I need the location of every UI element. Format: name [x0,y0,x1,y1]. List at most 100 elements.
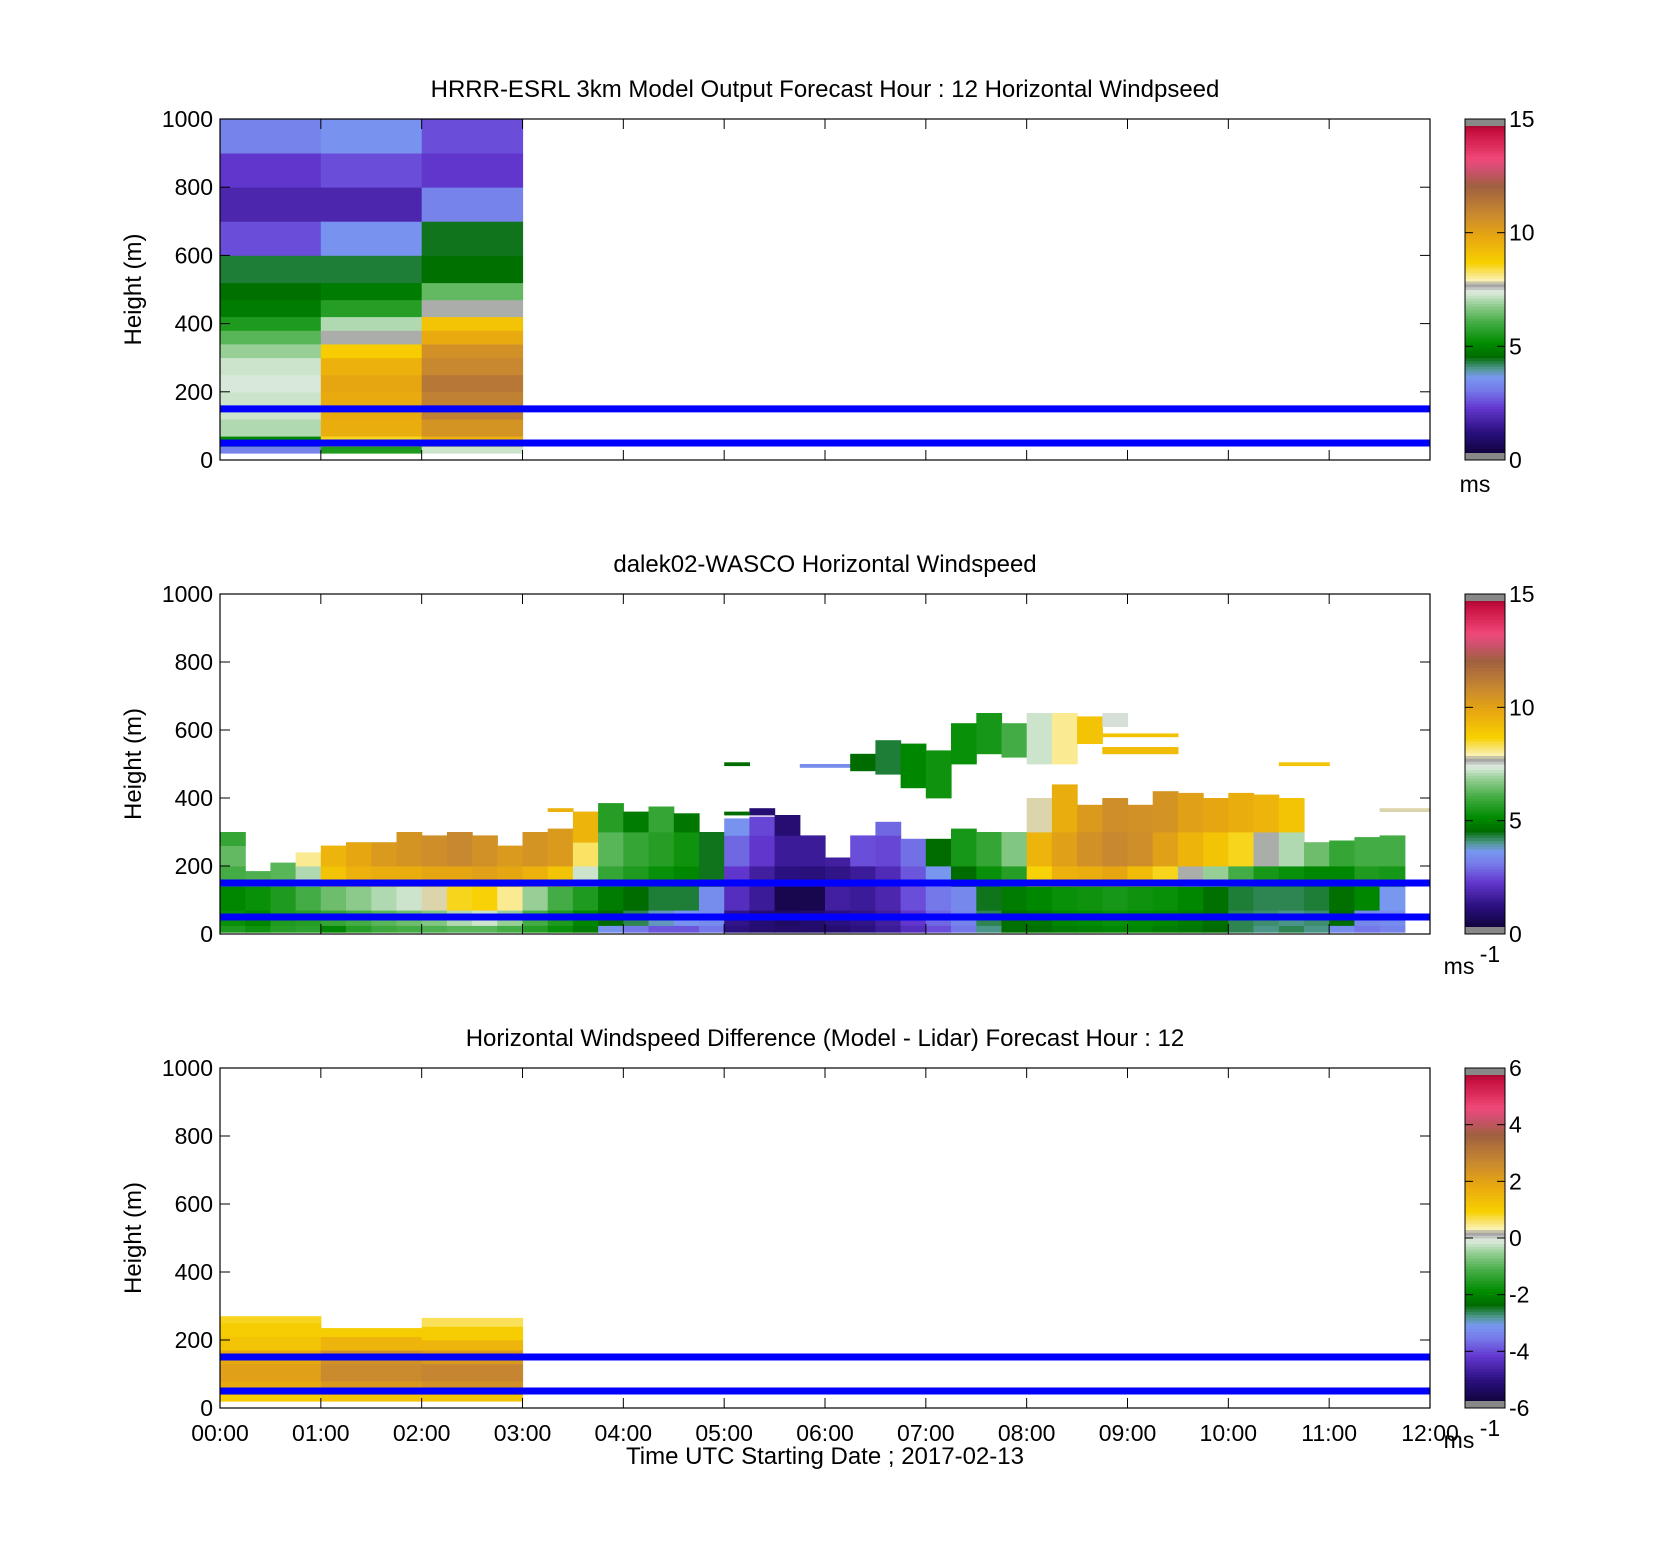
colorbar-step [1465,326,1505,330]
heatmap-cell [1026,798,1053,833]
colorbar-step [1465,448,1505,452]
heatmap-cell [1329,840,1355,867]
heatmap-cell [598,886,624,911]
colorbar-step [1465,732,1505,737]
colorbar-step [1465,1167,1505,1171]
x-tick-label: 01:00 [292,1420,350,1446]
colorbar-step [1465,445,1505,450]
colorbar-step [1465,1263,1505,1267]
colorbar-step [1465,241,1505,245]
colorbar-step [1465,1379,1505,1383]
colorbar-step [1465,238,1505,242]
heatmap-cell [220,330,322,345]
x-axis-label: Time UTC Starting Date ; 2017-02-13 [626,1443,1024,1470]
colorbar-step [1465,431,1505,435]
heatmap-cell [1026,886,1053,911]
colorbar-step [1465,1158,1505,1162]
heatmap-cell [497,925,524,933]
heatmap-cell [220,886,246,911]
heatmap-cell [1102,832,1129,867]
heatmap-cell [799,886,826,911]
heatmap-cell [320,255,423,284]
heatmap-cell [472,886,498,911]
colorbar-step [1465,1249,1505,1253]
colorbar-step [1465,1090,1505,1094]
colorbar-step [1465,190,1505,194]
colorbar-step [1465,184,1505,188]
heatmap-cell [1102,747,1179,755]
heatmap-cell [724,925,750,933]
colorbar-step [1465,201,1505,205]
colorbar-step [1465,789,1505,793]
colorbar-step [1465,922,1505,926]
colorbar-unit: ms [1444,953,1475,979]
heatmap-cell [1329,886,1355,911]
colorbar-unit-exponent: -1 [1480,1415,1500,1441]
heatmap-cell [522,886,549,911]
colorbar-step [1465,1107,1505,1111]
colorbar-step [1465,309,1505,313]
heatmap-cell [875,886,902,911]
heatmap-cell [875,925,902,933]
heatmap-cell [547,925,574,933]
colorbar-step [1465,868,1505,873]
heatmap-cell [1102,733,1179,738]
colorbar-step [1465,1308,1505,1313]
colorbar-step [1465,187,1505,191]
heatmap-cell [724,835,750,867]
heatmap-cell [1001,886,1028,911]
y-tick-label: 0 [200,1395,213,1421]
heatmap-cell [976,925,1003,933]
colorbar-step [1465,417,1505,421]
colorbar-step [1465,639,1505,643]
chart-title: Horizontal Windspeed Difference (Model -… [466,1025,1185,1052]
heatmap-cell [976,886,1003,911]
x-tick-label: 09:00 [1099,1420,1157,1446]
colorbar-step [1465,1331,1505,1335]
colorbar-step [1465,611,1505,615]
heatmap-cell [371,842,398,867]
colorbar-step [1465,343,1505,347]
heatmap-cell [799,764,851,768]
colorbar-step [1465,354,1505,359]
heatmap-cell [270,925,297,933]
colorbar-step [1465,306,1505,310]
heatmap-cell [1203,925,1229,933]
colorbar-step [1465,647,1505,652]
colorbar-step [1465,255,1505,259]
y-tick-label: 400 [175,785,213,811]
colorbar-step [1465,1076,1505,1080]
colorbar-step [1465,880,1505,884]
colorbar-step [1465,269,1505,273]
heatmap-cell [421,330,524,345]
heatmap-cell [1228,925,1255,933]
colorbar-step [1465,809,1505,813]
colorbar-step [1465,877,1505,881]
colorbar-step [1465,616,1505,620]
heatmap-cell [1304,842,1330,867]
heatmap-cell [421,886,448,911]
colorbar-step [1465,1212,1505,1216]
colorbar-step [1465,1195,1505,1199]
colorbar-step [1465,320,1505,325]
colorbar-step [1465,1323,1505,1327]
colorbar-step [1465,1272,1505,1276]
colorbar-step [1465,1246,1505,1250]
colorbar-step [1465,133,1505,137]
colorbar: 0 5 10 15 ms [1460,106,1535,497]
heatmap-cell [220,153,322,188]
colorbar-step [1465,781,1505,785]
heatmap-cell [1127,804,1154,833]
colorbar-step [1465,141,1505,146]
heatmap-cell [749,886,776,911]
heatmap-cell [1228,792,1255,833]
colorbar-step [1465,701,1505,705]
heatmap-cell [421,221,524,256]
heatmap-cell [1152,832,1179,867]
colorbar-step [1465,871,1505,875]
colorbar-step [1465,292,1505,296]
panel-1: 0 200 400 600 800 1000 HRRR-ESRL 3km Model Out… [120,76,1535,497]
heatmap-cell [1253,794,1280,833]
colorbar-step [1465,215,1505,219]
heatmap-cell [1379,835,1406,867]
